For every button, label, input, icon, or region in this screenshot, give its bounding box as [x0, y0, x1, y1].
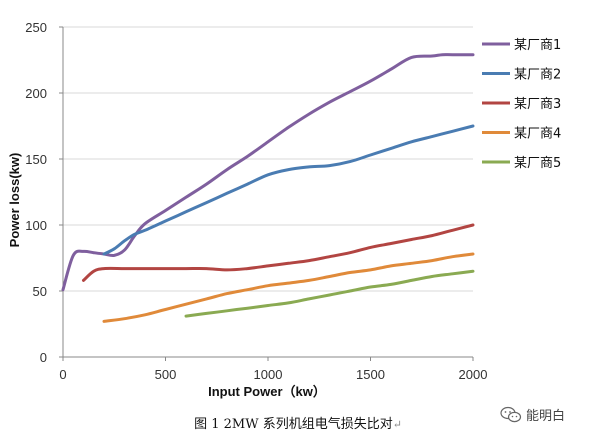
- gridlines: [63, 26, 473, 292]
- y-tick-label: 100: [25, 218, 47, 233]
- line-chart: 0 50 100 150 200 250 0 500 1000 1500 2000 某厂商1 某厂商2…: [7, 20, 561, 399]
- watermark-text: 能明白: [526, 409, 566, 424]
- x-tick-label: 1000: [254, 367, 283, 382]
- y-axis-label: Power loss(kw): [7, 153, 22, 248]
- series-lines: [61, 53, 475, 323]
- y-tick-label: 150: [25, 152, 47, 167]
- figure-caption: 图 1 2MW 系列机组电气损失比对↵: [0, 413, 596, 432]
- legend-label-4: 某厂商4: [514, 127, 561, 142]
- tick-labels: 0 50 100 150 200 250 0 500 1000 1500 2000: [25, 20, 487, 382]
- y-tick-label: 200: [25, 86, 47, 101]
- x-tick-label: 500: [155, 367, 177, 382]
- series-line-2: [102, 124, 475, 256]
- x-tick-label: 1500: [356, 367, 385, 382]
- legend-label-5: 某厂商5: [514, 156, 561, 171]
- y-tick-label: 250: [25, 20, 47, 35]
- legend-label-2: 某厂商2: [514, 68, 561, 83]
- axes: [59, 26, 474, 361]
- series-line-5: [184, 269, 475, 318]
- y-tick-label: 50: [33, 284, 47, 299]
- series-line-3: [82, 223, 475, 282]
- x-tick-label: 0: [59, 367, 66, 382]
- x-tick-label: 2000: [459, 367, 488, 382]
- caption-return-mark: ↵: [392, 418, 402, 431]
- y-tick-label: 0: [40, 350, 47, 365]
- caption-text: 图 1 2MW 系列机组电气损失比对: [194, 417, 393, 432]
- series-line-1: [61, 53, 475, 292]
- legend: 某厂商1 某厂商2 某厂商3 某厂商4 某厂商5: [482, 38, 561, 171]
- legend-label-1: 某厂商1: [514, 38, 561, 53]
- series-line-4: [102, 252, 475, 323]
- x-axis-label: Input Power（kw）: [208, 384, 326, 399]
- watermark: 能明白: [500, 405, 565, 424]
- wechat-icon: [500, 406, 522, 422]
- legend-label-3: 某厂商3: [514, 97, 561, 112]
